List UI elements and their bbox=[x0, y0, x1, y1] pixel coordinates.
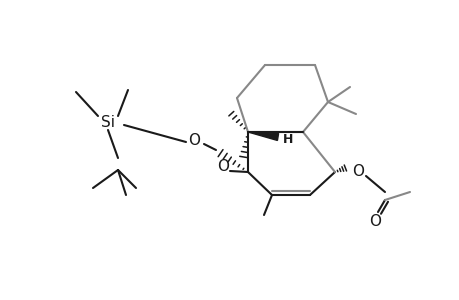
Text: H: H bbox=[282, 133, 293, 146]
Text: O: O bbox=[368, 214, 380, 230]
Polygon shape bbox=[247, 132, 278, 140]
Text: O: O bbox=[188, 133, 200, 148]
Text: Si: Si bbox=[101, 115, 115, 130]
Text: O: O bbox=[217, 158, 229, 173]
Text: O: O bbox=[351, 164, 363, 179]
